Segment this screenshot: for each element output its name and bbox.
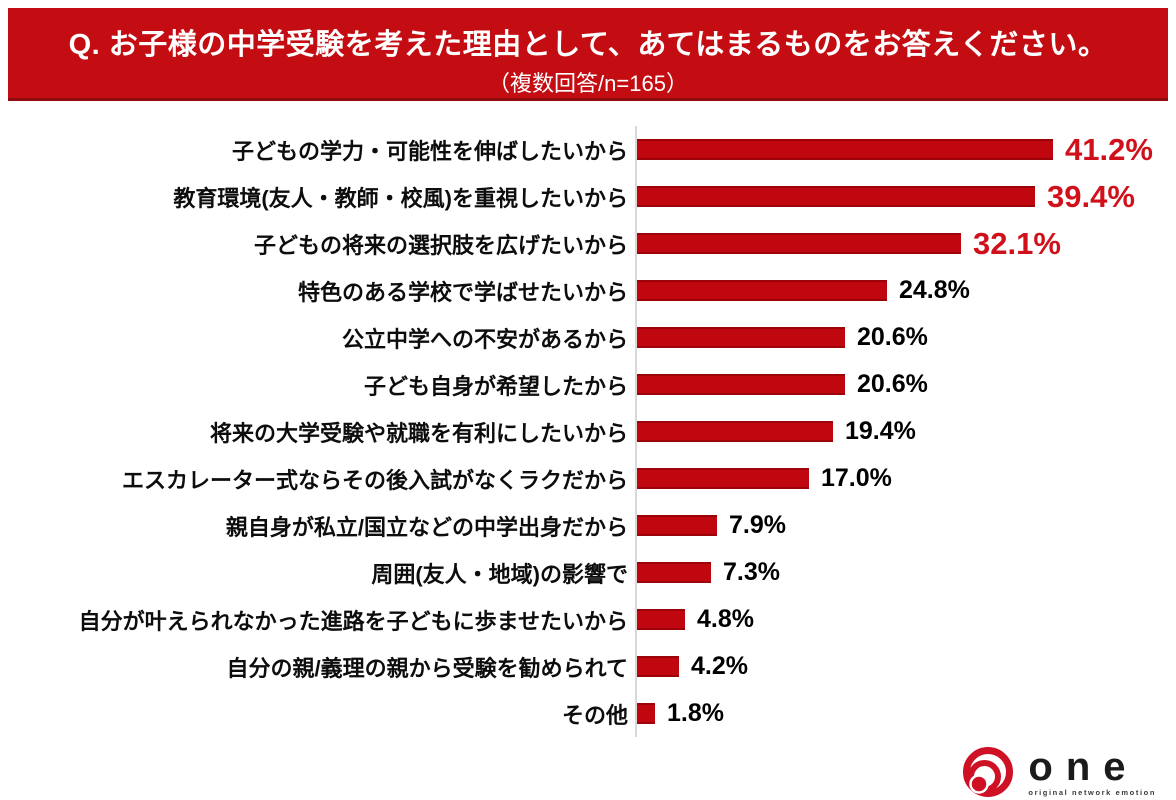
value-label: 19.4%	[845, 417, 916, 445]
chart-row: その他 1.8%	[0, 690, 1176, 737]
category-label: 親自身が私立/国立などの中学出身だから	[225, 514, 628, 540]
question-banner: Q. お子様の中学受験を考えた理由として、あてはまるものをお答えください。 （複…	[8, 8, 1168, 101]
category-label: 子ども自身が希望したから	[363, 373, 628, 399]
value-label: 20.6%	[857, 323, 928, 351]
bar	[637, 280, 887, 301]
logo: one original network emotion	[962, 744, 1156, 800]
logo-texts: one original network emotion	[1028, 747, 1156, 797]
chart-rows: 子どもの学力・可能性を伸ばしたいから 41.2% 教育環境(友人・教師・校風)を重視…	[0, 126, 1176, 737]
category-label: 公立中学への不安があるから	[341, 326, 628, 352]
category-label: 特色のある学校で学ばせたいから	[297, 279, 628, 305]
category-label: 子どもの学力・可能性を伸ばしたいから	[231, 138, 628, 164]
bar-chart: 子どもの学力・可能性を伸ばしたいから 41.2% 教育環境(友人・教師・校風)を重視…	[0, 126, 1176, 737]
chart-row: 子どもの将来の選択肢を広げたいから 32.1%	[0, 220, 1176, 267]
bar-zone: 41.2%	[635, 126, 1176, 173]
value-label: 24.8%	[899, 276, 970, 304]
chart-row: 自分の親/義理の親から受験を勧められて 4.2%	[0, 643, 1176, 690]
category-label: その他	[561, 702, 628, 728]
bar-zone: 4.2%	[635, 643, 1176, 690]
bar	[637, 139, 1053, 160]
chart-row: 子どもの学力・可能性を伸ばしたいから 41.2%	[0, 126, 1176, 173]
chart-row: エスカレーター式ならその後入試がなくラクだから 17.0%	[0, 455, 1176, 502]
value-label: 4.8%	[697, 605, 754, 633]
chart-title: Q. お子様の中学受験を考えた理由として、あてはまるものをお答えください。	[68, 29, 1108, 61]
value-label: 17.0%	[821, 464, 892, 492]
bar	[637, 562, 711, 583]
bar-zone: 7.3%	[635, 549, 1176, 596]
bar-zone: 19.4%	[635, 408, 1176, 455]
category-label: 自分の親/義理の親から受験を勧められて	[226, 655, 628, 681]
bar-zone: 7.9%	[635, 502, 1176, 549]
bar	[637, 656, 679, 677]
logo-wordmark: one	[1028, 745, 1139, 789]
category-label: 子どもの将来の選択肢を広げたいから	[253, 232, 628, 258]
bar-zone: 17.0%	[635, 455, 1176, 502]
chart-row: 自分が叶えられなかった進路を子どもに歩ませたいから 4.8%	[0, 596, 1176, 643]
value-label: 7.3%	[723, 558, 780, 586]
category-label: 自分が叶えられなかった進路を子どもに歩ませたいから	[78, 608, 628, 634]
bar-zone: 39.4%	[635, 173, 1176, 220]
bar	[637, 609, 685, 630]
bar	[637, 421, 833, 442]
value-label: 7.9%	[729, 511, 786, 539]
bar-zone: 24.8%	[635, 267, 1176, 314]
value-label: 1.8%	[667, 699, 724, 727]
bar	[637, 327, 845, 348]
chart-row: 周囲(友人・地域)の影響で 7.3%	[0, 549, 1176, 596]
value-label: 41.2%	[1065, 131, 1153, 167]
bar-zone: 32.1%	[635, 220, 1176, 267]
bar-zone: 20.6%	[635, 314, 1176, 361]
bar	[637, 186, 1035, 207]
one-logo-icon	[963, 747, 1014, 797]
chart-subtitle: （複数回答/n=165）	[488, 71, 688, 96]
bar-zone: 20.6%	[635, 361, 1176, 408]
chart-row: 公立中学への不安があるから 20.6%	[0, 314, 1176, 361]
bar	[637, 703, 655, 724]
category-label: 教育環境(友人・教師・校風)を重視したいから	[173, 185, 628, 211]
chart-row: 特色のある学校で学ばせたいから 24.8%	[0, 267, 1176, 314]
bar-zone: 1.8%	[635, 690, 1176, 737]
value-label: 20.6%	[857, 370, 928, 398]
category-label: エスカレーター式ならその後入試がなくラクだから	[121, 467, 628, 493]
bar-zone: 4.8%	[635, 596, 1176, 643]
chart-row: 子ども自身が希望したから 20.6%	[0, 361, 1176, 408]
bar	[637, 374, 845, 395]
value-label: 4.2%	[691, 652, 748, 680]
chart-row: 親自身が私立/国立などの中学出身だから 7.9%	[0, 502, 1176, 549]
category-label: 将来の大学受験や就職を有利にしたいから	[209, 420, 628, 446]
chart-row: 教育環境(友人・教師・校風)を重視したいから 39.4%	[0, 173, 1176, 220]
value-label: 39.4%	[1047, 178, 1135, 214]
value-label: 32.1%	[973, 225, 1061, 261]
bar	[637, 515, 717, 536]
chart-row: 将来の大学受験や就職を有利にしたいから 19.4%	[0, 408, 1176, 455]
bar	[637, 468, 809, 489]
logo-tagline: original network emotion	[1028, 788, 1156, 797]
category-label: 周囲(友人・地域)の影響で	[371, 561, 628, 587]
bar	[637, 233, 961, 254]
